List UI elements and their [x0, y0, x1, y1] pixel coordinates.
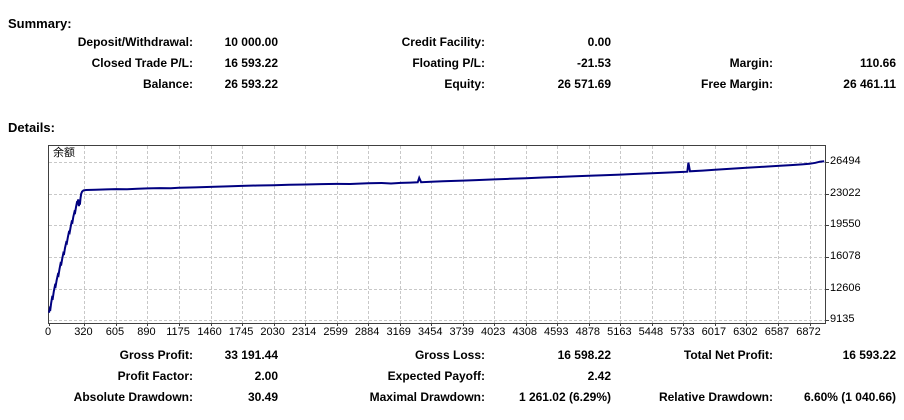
stat-value: 16 593.22: [842, 348, 896, 362]
x-tick-label: 1745: [228, 326, 254, 338]
stat-value: 2.00: [254, 369, 278, 383]
y-tick-label: 9135: [830, 313, 855, 326]
stat-label: Floating P/L:: [412, 56, 485, 70]
stat-value: 6.60% (1 040.66): [803, 390, 896, 404]
x-tick-label: 4308: [512, 326, 537, 338]
stat-label: Closed Trade P/L:: [91, 56, 193, 70]
stat-label: Margin:: [729, 56, 773, 70]
x-tick-label: 4593: [544, 326, 569, 338]
y-tick-label: 23022: [830, 186, 861, 199]
y-tick-label: 16078: [830, 249, 861, 262]
stat-value: 33 191.44: [224, 348, 278, 362]
x-tick-label: 605: [105, 326, 125, 338]
stat-value: 2.42: [587, 369, 611, 383]
x-tick-label: 2030: [260, 326, 285, 338]
x-tick-label: 2599: [323, 326, 348, 338]
stat-label: Total Net Profit:: [683, 348, 773, 362]
stat-value: -21.53: [576, 56, 611, 70]
stat-value: 16 598.22: [557, 348, 611, 362]
stat-label: Deposit/Withdrawal:: [77, 35, 193, 49]
x-tick-label: 0: [44, 326, 52, 338]
details-heading: Details:: [8, 120, 55, 135]
stat-value: 1 261.02 (6.29%): [518, 390, 611, 404]
stat-label: Balance:: [142, 77, 193, 91]
x-tick-label: 890: [137, 326, 156, 338]
x-tick-label: 5733: [670, 326, 695, 338]
x-tick-label: 1175: [166, 326, 190, 338]
stat-label: Gross Profit:: [119, 348, 193, 362]
stat-value: 0.00: [587, 35, 611, 49]
x-tick-label: 4878: [575, 326, 601, 338]
x-tick-label: 3454: [417, 326, 443, 338]
x-tick-label: 6872: [796, 326, 821, 338]
x-tick-label: 6302: [733, 326, 758, 338]
stat-label: Profit Factor:: [117, 369, 193, 383]
stat-value: 26 461.11: [843, 77, 896, 91]
balance-line: [48, 160, 825, 313]
stat-label: Gross Loss:: [414, 348, 485, 362]
x-tick-label: 5448: [638, 326, 664, 338]
y-tick-label: 12606: [830, 281, 861, 294]
x-tick-label: 3739: [449, 326, 475, 338]
balance-chart: 余额: [48, 145, 829, 326]
y-tick-label: 19550: [830, 218, 861, 231]
stat-label: Credit Facility:: [401, 35, 485, 49]
x-tick-label: 5163: [607, 326, 632, 338]
x-tick-label: 2314: [291, 326, 317, 338]
x-tick-label: 6587: [764, 326, 790, 338]
x-tick-label: 1460: [197, 326, 222, 338]
summary-heading: Summary:: [8, 16, 72, 31]
x-tick-label: 6017: [701, 326, 727, 338]
stat-value: 26 593.22: [224, 77, 278, 91]
balance-legend-label: 余额: [53, 147, 75, 159]
stat-label: Free Margin:: [700, 77, 773, 91]
x-tick-label: 2884: [354, 326, 380, 338]
stat-value: 30.49: [247, 390, 278, 404]
stat-value: 26 571.69: [557, 77, 611, 91]
stat-label: Expected Payoff:: [387, 369, 485, 383]
balance-curve-plot: [48, 146, 829, 326]
stat-value: 110.66: [859, 56, 896, 70]
stat-value: 10 000.00: [224, 35, 278, 49]
stat-label: Absolute Drawdown:: [73, 390, 193, 404]
stat-label: Equity:: [444, 77, 485, 91]
y-tick-label: 26494: [830, 155, 861, 168]
stat-label: Relative Drawdown:: [658, 390, 773, 404]
stat-label: Maximal Drawdown:: [369, 390, 485, 404]
stat-value: 16 593.22: [224, 56, 278, 70]
x-tick-label: 3169: [386, 326, 411, 338]
x-tick-label: 320: [74, 326, 93, 338]
x-tick-label: 4023: [480, 326, 506, 338]
